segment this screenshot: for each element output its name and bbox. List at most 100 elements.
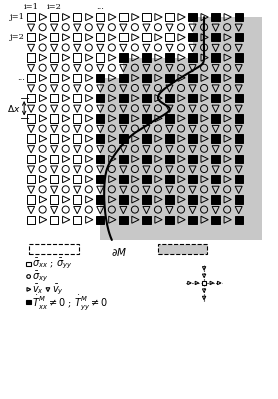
- Bar: [119, 74, 128, 82]
- Text: $\dot{T}^M_{xx}\neq 0$ ; $\dot{T}^M_{yy}\neq 0$: $\dot{T}^M_{xx}\neq 0$ ; $\dot{T}^M_{yy}…: [32, 293, 108, 312]
- Bar: [50, 195, 58, 203]
- Bar: [73, 215, 81, 224]
- Text: i=2: i=2: [47, 3, 62, 11]
- Text: ...: ...: [96, 3, 104, 11]
- Text: $w=0$: $w=0$: [40, 243, 68, 255]
- Bar: [202, 280, 207, 285]
- Bar: [31, 17, 262, 240]
- Bar: [235, 33, 243, 41]
- Bar: [212, 33, 220, 41]
- Bar: [142, 33, 151, 41]
- Bar: [50, 175, 58, 183]
- Bar: [119, 114, 128, 122]
- Bar: [96, 195, 105, 203]
- Bar: [26, 300, 31, 304]
- Bar: [235, 94, 243, 102]
- Bar: [212, 134, 220, 143]
- Bar: [188, 94, 197, 102]
- Bar: [119, 155, 128, 163]
- Bar: [73, 33, 81, 41]
- Bar: [165, 74, 174, 82]
- Bar: [119, 13, 128, 21]
- Bar: [235, 53, 243, 62]
- Bar: [165, 134, 174, 143]
- Text: $\bar{\sigma}_{xy}$: $\bar{\sigma}_{xy}$: [32, 269, 48, 284]
- Bar: [142, 53, 151, 62]
- Bar: [50, 53, 58, 62]
- Bar: [96, 114, 105, 122]
- Bar: [29, 244, 79, 254]
- Bar: [188, 114, 197, 122]
- Bar: [235, 195, 243, 203]
- Bar: [212, 53, 220, 62]
- Text: j=2: j=2: [10, 34, 25, 41]
- Bar: [165, 155, 174, 163]
- Bar: [142, 13, 151, 21]
- Bar: [142, 155, 151, 163]
- Bar: [96, 94, 105, 102]
- Bar: [73, 175, 81, 183]
- Bar: [96, 215, 105, 224]
- Bar: [188, 13, 197, 21]
- Bar: [235, 134, 243, 143]
- Bar: [212, 74, 220, 82]
- Bar: [123, 57, 262, 240]
- Bar: [188, 74, 197, 82]
- Bar: [50, 155, 58, 163]
- Text: i=1: i=1: [24, 3, 39, 11]
- Bar: [73, 74, 81, 82]
- Text: $\partial M$: $\partial M$: [111, 246, 127, 258]
- Bar: [119, 175, 128, 183]
- Bar: [96, 134, 105, 143]
- Bar: [142, 94, 151, 102]
- Bar: [212, 195, 220, 203]
- Bar: [212, 114, 220, 122]
- Bar: [119, 134, 128, 143]
- Bar: [27, 134, 35, 143]
- Bar: [235, 74, 243, 82]
- Bar: [27, 94, 35, 102]
- Text: $\bar{v}_y$: $\bar{v}_y$: [52, 282, 64, 296]
- Bar: [27, 53, 35, 62]
- Bar: [212, 215, 220, 224]
- Bar: [27, 155, 35, 163]
- Bar: [142, 195, 151, 203]
- Bar: [96, 74, 105, 82]
- Bar: [235, 13, 243, 21]
- Bar: [188, 53, 197, 62]
- Bar: [212, 175, 220, 183]
- Bar: [142, 74, 151, 82]
- Bar: [165, 175, 174, 183]
- Bar: [165, 33, 174, 41]
- Bar: [212, 155, 220, 163]
- Bar: [73, 94, 81, 102]
- Bar: [235, 114, 243, 122]
- Bar: [50, 33, 58, 41]
- Bar: [27, 74, 35, 82]
- Bar: [165, 114, 174, 122]
- Bar: [27, 215, 35, 224]
- Bar: [27, 195, 35, 203]
- Bar: [193, 17, 262, 78]
- Bar: [96, 53, 105, 62]
- Bar: [96, 13, 105, 21]
- Bar: [50, 94, 58, 102]
- Bar: [73, 13, 81, 21]
- Bar: [165, 13, 174, 21]
- Bar: [235, 155, 243, 163]
- Bar: [188, 215, 197, 224]
- Text: ...: ...: [17, 74, 25, 82]
- Bar: [50, 215, 58, 224]
- Bar: [73, 155, 81, 163]
- Bar: [96, 175, 105, 183]
- Bar: [50, 13, 58, 21]
- Bar: [142, 114, 151, 122]
- Text: $\bar{v}_x$: $\bar{v}_x$: [32, 282, 44, 296]
- Bar: [50, 114, 58, 122]
- Bar: [27, 114, 35, 122]
- Bar: [27, 33, 35, 41]
- Bar: [73, 195, 81, 203]
- Bar: [142, 215, 151, 224]
- Bar: [100, 78, 123, 240]
- Bar: [188, 134, 197, 143]
